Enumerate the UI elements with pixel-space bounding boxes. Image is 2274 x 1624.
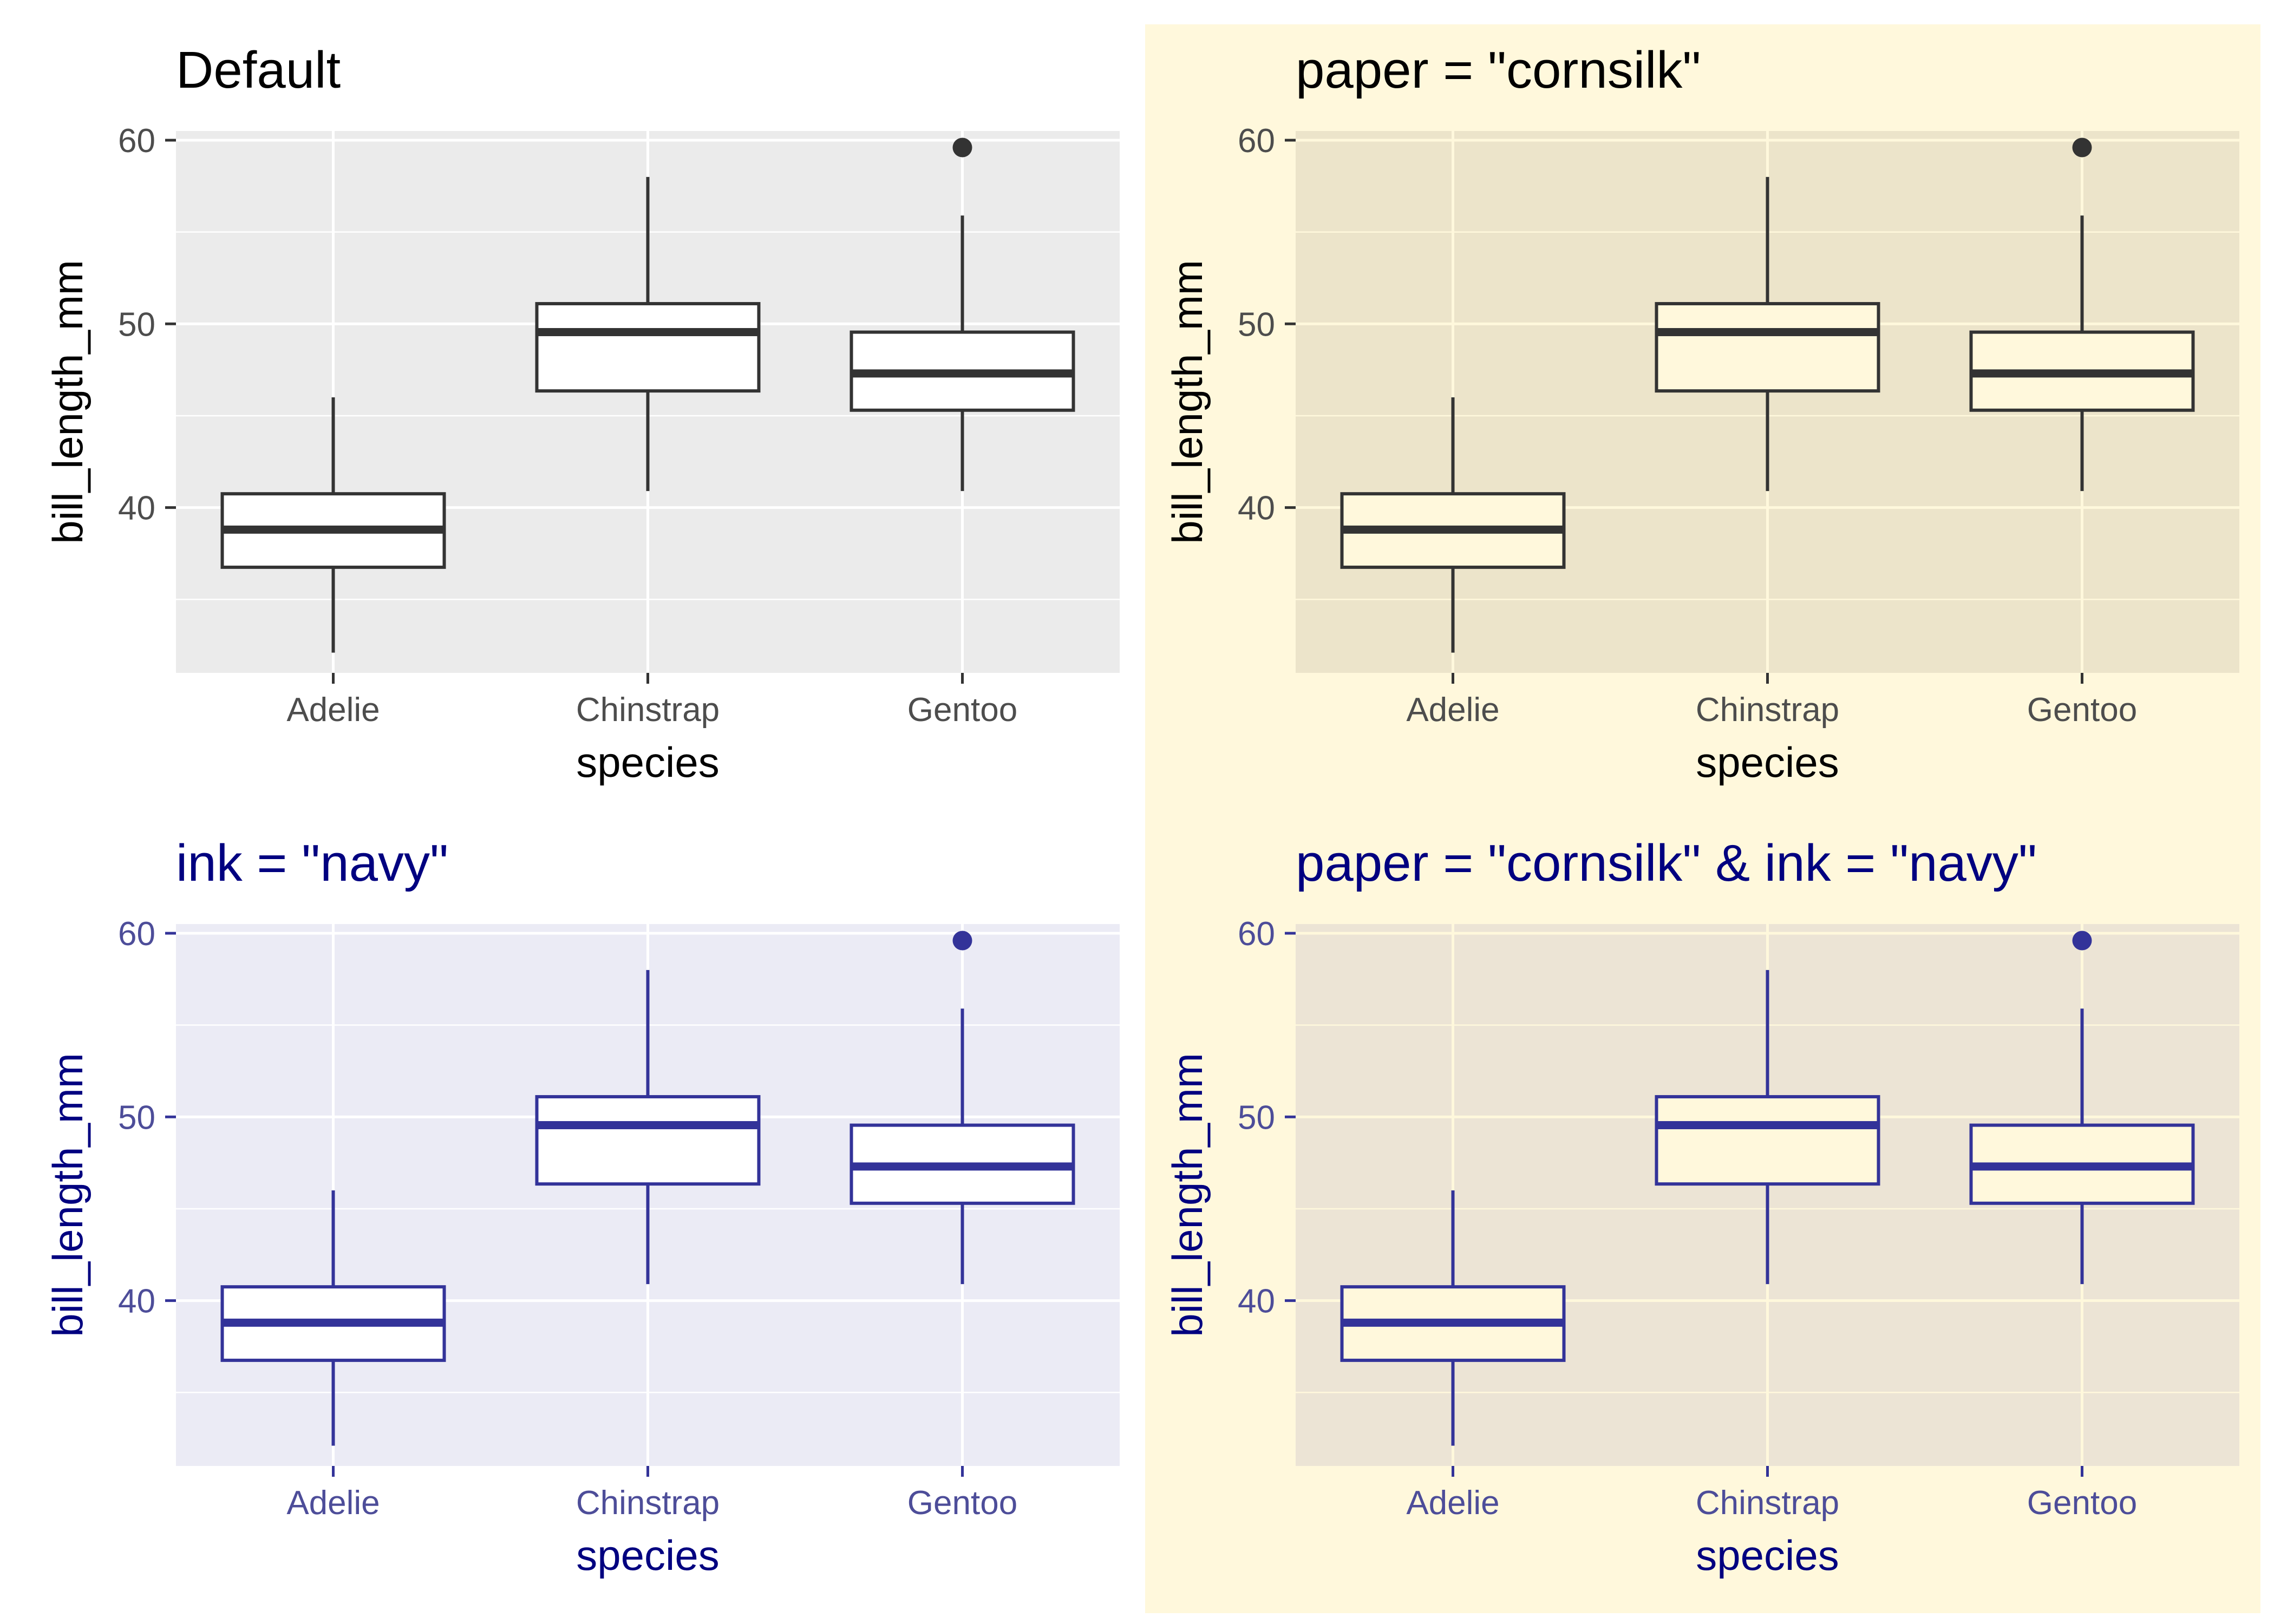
- panel-title: Default: [176, 41, 341, 99]
- outlier-point: [952, 931, 972, 951]
- x-tick-label: Adelie: [286, 691, 380, 729]
- y-tick-label: 60: [118, 122, 155, 160]
- x-tick-label: Chinstrap: [576, 691, 720, 729]
- panel-title: paper = "cornsilk": [1296, 41, 1701, 99]
- box-iqr: [535, 1095, 761, 1186]
- panel-title: paper = "cornsilk" & ink = "navy": [1296, 834, 2037, 892]
- y-tick-label: 50: [1238, 306, 1275, 343]
- y-tick-label: 40: [118, 490, 155, 527]
- box-gentoo: [850, 137, 1075, 492]
- x-tick-label: Chinstrap: [1696, 1484, 1839, 1522]
- x-axis-title: species: [576, 738, 719, 786]
- y-tick-label: 60: [1238, 915, 1275, 953]
- y-tick-label: 60: [118, 915, 155, 953]
- box-adelie: [1340, 1190, 1566, 1446]
- outlier-point: [2072, 137, 2092, 158]
- x-tick-label: Gentoo: [907, 1484, 1017, 1522]
- x-tick-label: Chinstrap: [576, 1484, 720, 1522]
- chart-panel-3: 40 50 60 Adelie Chinstrap Gentoo species bill_l…: [44, 834, 1120, 1579]
- box-gentoo: [850, 931, 1075, 1285]
- box-adelie: [220, 397, 446, 653]
- x-tick-label: Gentoo: [2027, 691, 2137, 729]
- x-tick-label: Gentoo: [2027, 1484, 2137, 1522]
- outlier-point: [952, 137, 972, 158]
- x-tick-label: Adelie: [1406, 691, 1499, 729]
- y-tick-label: 50: [1238, 1099, 1275, 1136]
- y-tick-label: 50: [118, 306, 155, 343]
- box-iqr: [1655, 302, 1880, 393]
- y-axis-title: bill_length_mm: [44, 1053, 92, 1337]
- y-tick-label: 40: [1238, 1283, 1275, 1320]
- y-axis-title: bill_length_mm: [1164, 1053, 1211, 1337]
- y-axis-title: bill_length_mm: [44, 260, 92, 544]
- box-chinstrap: [1655, 970, 1880, 1285]
- box-chinstrap: [1655, 176, 1880, 492]
- y-tick-label: 40: [1238, 490, 1275, 527]
- box-chinstrap: [535, 970, 761, 1285]
- x-tick-label: Gentoo: [907, 691, 1017, 729]
- x-tick-label: Adelie: [1406, 1484, 1499, 1522]
- y-tick-label: 60: [1238, 122, 1275, 160]
- y-axis-title: bill_length_mm: [1164, 260, 1211, 544]
- box-chinstrap: [535, 176, 761, 492]
- x-tick-label: Chinstrap: [1696, 691, 1839, 729]
- box-iqr: [1655, 1095, 1880, 1186]
- chart-panel-1: 40 50 60 Adelie Chinstrap Gentoo species bill_l…: [44, 41, 1120, 786]
- panel-title: ink = "navy": [176, 834, 448, 892]
- box-gentoo: [1969, 137, 2195, 492]
- box-adelie: [1340, 397, 1566, 653]
- x-axis-title: species: [1696, 738, 1839, 786]
- box-adelie: [220, 1190, 446, 1446]
- chart-panel-2: 40 50 60 Adelie Chinstrap Gentoo species bill_l…: [1164, 41, 2239, 786]
- y-tick-label: 50: [118, 1099, 155, 1136]
- chart-panel-4: 40 50 60 Adelie Chinstrap Gentoo species bill_l…: [1164, 834, 2239, 1579]
- x-axis-title: species: [576, 1531, 719, 1579]
- x-axis-title: species: [1696, 1531, 1839, 1579]
- box-gentoo: [1969, 931, 2195, 1285]
- y-tick-label: 40: [118, 1283, 155, 1320]
- box-iqr: [535, 302, 761, 393]
- outlier-point: [2072, 931, 2092, 951]
- x-tick-label: Adelie: [286, 1484, 380, 1522]
